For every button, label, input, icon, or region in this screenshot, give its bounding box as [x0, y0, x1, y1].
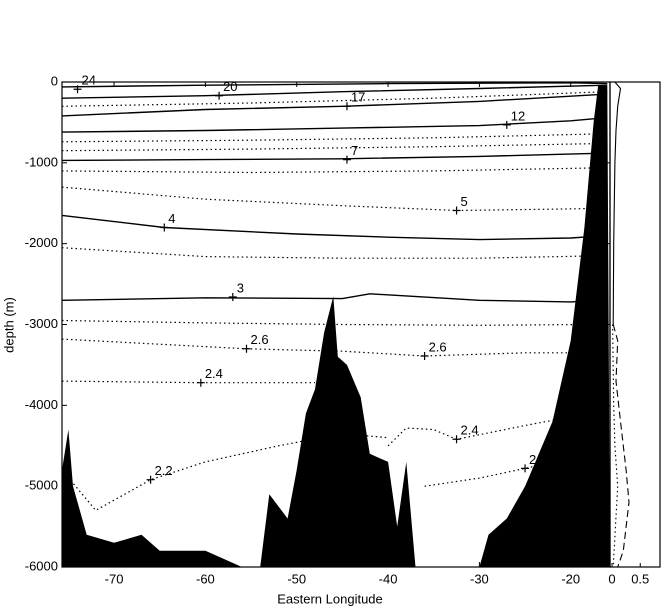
- contour-line: [387, 412, 590, 447]
- y-tick-label: -2000: [25, 235, 58, 250]
- y-tick-label: -6000: [25, 558, 58, 573]
- contour-label-marker: [521, 464, 530, 473]
- contour-line: [61, 186, 608, 212]
- contour-label: 17: [351, 90, 365, 105]
- contour-label-marker: [215, 91, 224, 100]
- contour-label: 4: [168, 211, 175, 226]
- contour-label-marker: [342, 102, 351, 111]
- y-axis-label: depth (m): [1, 297, 16, 353]
- contour-label-marker: [160, 223, 169, 232]
- contour-line: [61, 338, 589, 357]
- contour-label: 3: [237, 280, 244, 295]
- contour-line: [61, 214, 608, 241]
- profile-line: [612, 81, 622, 325]
- x-tick-label: -50: [287, 571, 306, 586]
- contour-label: 2.6: [429, 339, 447, 354]
- contour-label-marker: [342, 155, 351, 164]
- contour-line: [61, 84, 608, 99]
- contour-label: 20: [223, 79, 237, 94]
- contour-label: 24: [82, 73, 96, 88]
- y-tick-label: -5000: [25, 478, 58, 493]
- y-tick-label: -4000: [25, 397, 58, 412]
- contour-label-marker: [146, 475, 155, 484]
- x-tick-label: -70: [105, 571, 124, 586]
- contour-line: [61, 93, 608, 117]
- y-tick-label: 0: [51, 73, 58, 88]
- side-panel-frame: [609, 81, 661, 568]
- contour-line: [61, 247, 599, 259]
- x-tick-label: -30: [470, 571, 489, 586]
- contour-line: [61, 152, 608, 162]
- contour-line: [61, 142, 608, 152]
- contour-line: [61, 380, 315, 384]
- y-tick-label: -3000: [25, 316, 58, 331]
- x2-tick-label: 0: [608, 571, 615, 586]
- x-tick-label: -60: [196, 571, 215, 586]
- bathymetry: [62, 86, 610, 567]
- contour-line: [61, 319, 590, 326]
- contour-label: 2.6: [250, 332, 268, 347]
- x-tick-label: -40: [379, 571, 398, 586]
- contour-label: 12: [511, 108, 525, 123]
- contour-label: 2.4: [529, 452, 547, 467]
- contour-line: [424, 453, 590, 487]
- contour-line: [61, 167, 608, 174]
- contour-label-marker: [452, 206, 461, 215]
- contour-line: [61, 82, 608, 88]
- contour-label-marker: [452, 435, 461, 444]
- contour-label-marker: [502, 120, 511, 129]
- contour-line: [61, 293, 599, 303]
- contour-label: 2.4: [205, 366, 223, 381]
- contour-label-marker: [420, 352, 429, 361]
- x-tick-label: -20: [561, 571, 580, 586]
- contour-line: [61, 116, 608, 133]
- contour-label-marker: [242, 344, 251, 353]
- contour-label: 5: [461, 194, 468, 209]
- contour-label: 2.4: [461, 423, 479, 438]
- x-axis-label: Eastern Longitude: [277, 591, 383, 606]
- y-tick-label: -1000: [25, 154, 58, 169]
- x2-tick-label: 0.5: [631, 571, 649, 586]
- contour-line: [61, 133, 608, 143]
- contour-label: 7: [351, 143, 358, 158]
- contour-line: [61, 91, 608, 107]
- contour-label-marker: [196, 378, 205, 387]
- contour-label: 2.2: [155, 463, 173, 478]
- contour-label-marker: [73, 85, 82, 94]
- contour-label-marker: [228, 293, 237, 302]
- profile-line: [612, 324, 630, 568]
